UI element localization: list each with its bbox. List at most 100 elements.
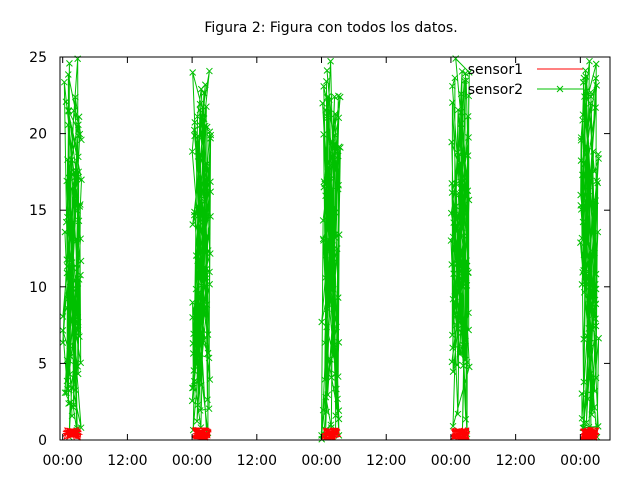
sensor2-point — [64, 213, 71, 221]
sensor2-point — [74, 174, 82, 181]
sensor2-point — [189, 69, 197, 76]
y-tick-label: 10 — [29, 280, 47, 296]
sensor2-point — [190, 384, 197, 392]
sensor2-point — [61, 228, 69, 236]
sensor2-point — [195, 289, 203, 297]
sensor2-point — [59, 327, 67, 334]
legend-label-sensor2: sensor2 — [468, 82, 523, 98]
sensor2-point — [203, 301, 211, 308]
sensor2-point — [580, 378, 588, 386]
sensor2-point — [331, 384, 339, 392]
sensor2-point — [449, 99, 456, 106]
sensor2-point — [68, 412, 76, 420]
sensor2-point — [324, 274, 332, 282]
sensor2-point — [452, 321, 460, 329]
sensor2-point — [325, 183, 332, 191]
sensor2-point — [579, 171, 586, 179]
sensor2-point — [327, 175, 335, 182]
sensor2-point — [578, 390, 586, 397]
sensor2-point — [463, 192, 471, 200]
sensor2-point — [203, 160, 211, 168]
sensor2-point — [449, 295, 457, 303]
sensor2-point — [334, 185, 342, 193]
sensor2-point — [578, 234, 586, 242]
x-tick-label: 00:00 — [301, 453, 341, 469]
sensor2-point — [66, 399, 74, 407]
sensor2-point — [577, 136, 585, 144]
sensor2-point — [592, 60, 600, 68]
sensor2-point — [324, 305, 331, 313]
sensor2-point — [592, 322, 600, 330]
sensor2-point — [462, 77, 470, 84]
sensor2-point — [465, 69, 473, 76]
sensor2-point — [592, 197, 599, 204]
sensor2-point — [190, 211, 198, 219]
sensor2-point — [458, 219, 465, 226]
sensor2-point — [449, 368, 457, 376]
sensor2-point — [59, 339, 67, 346]
sensor2-point — [327, 57, 334, 65]
sensor2-line-burst-1 — [191, 71, 212, 434]
sensor2-point — [452, 180, 460, 188]
sensor2-point — [74, 314, 82, 321]
sensor2-point — [188, 148, 196, 155]
sensor2-point — [320, 178, 328, 185]
sensor2-point — [322, 106, 329, 114]
sensor2-point — [77, 235, 85, 243]
sensor2-point — [193, 361, 200, 368]
sensor2-point — [448, 189, 456, 197]
sensor2-point — [75, 121, 82, 129]
sensor2-point — [319, 99, 326, 107]
sensor2-point — [595, 155, 602, 162]
sensor2-point — [453, 149, 461, 156]
sensor2-point — [591, 387, 599, 395]
sensor2-point — [334, 395, 341, 403]
sensor2-point — [454, 410, 462, 418]
sensor2-point — [200, 249, 208, 256]
sensor2-point — [63, 377, 71, 385]
sensor2-point — [70, 316, 78, 324]
sensor1-line-burst-3 — [449, 426, 471, 441]
sensor2-point — [78, 136, 85, 144]
sensor2-point — [191, 208, 198, 216]
sensor2-point — [448, 261, 456, 268]
sensor2-point — [75, 217, 83, 225]
sensor2-point — [188, 397, 196, 405]
sensor2-point — [75, 276, 83, 283]
sensor2-point — [580, 288, 588, 296]
sensor2-point — [197, 282, 205, 289]
sensor2-point — [329, 205, 336, 212]
sensor2-point — [582, 67, 589, 75]
sensor2-point — [329, 242, 336, 249]
x-tick-label: 12:00 — [107, 453, 147, 469]
sensor2-point — [460, 77, 468, 85]
sensor2-point — [195, 351, 203, 359]
sensor2-point — [196, 106, 204, 114]
sensor2-point — [189, 314, 196, 321]
sensor2-point — [207, 134, 214, 142]
sensor2-point — [335, 231, 343, 238]
sensor2-point — [71, 174, 79, 181]
axis-group: 0 5 10 15 20 25 00:00 12:00 00:00 12:00 00:00 12:00… — [29, 50, 610, 469]
sensor2-point — [461, 356, 469, 364]
sensor2-point — [206, 128, 214, 136]
sensor2-point — [196, 266, 204, 274]
sensor2-point — [580, 251, 588, 259]
x-tick-label: 12:00 — [366, 453, 406, 469]
sensor2-point — [577, 239, 584, 246]
sensor2-point — [200, 89, 208, 97]
sensor2-point — [330, 151, 338, 159]
sensor2-point — [322, 251, 330, 259]
sensor2-point — [206, 250, 214, 257]
sensor2-point — [189, 350, 197, 357]
sensor2-point — [78, 176, 85, 184]
sensor2-point — [328, 286, 335, 294]
sensor2-point — [449, 82, 456, 90]
sensor2-point — [458, 68, 466, 75]
sensor2-point — [197, 152, 205, 160]
sensor2-point — [66, 60, 73, 67]
sensor1-line-burst-1 — [191, 426, 213, 441]
series-group — [59, 55, 602, 443]
sensor2-point — [595, 334, 602, 342]
sensor2-point — [465, 363, 473, 371]
